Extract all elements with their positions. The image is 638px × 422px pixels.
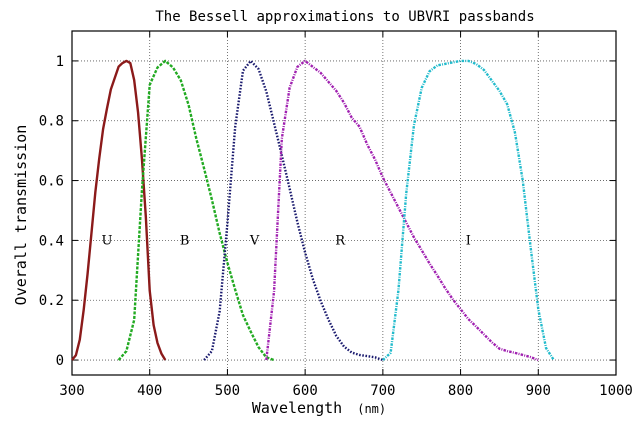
band-label-r: R (335, 233, 346, 248)
x-axis-unit: (nm) (357, 402, 386, 416)
series-line-i (382, 59, 555, 361)
x-axis-label-text: Wavelength (252, 399, 342, 417)
x-tick-label: 400 (137, 383, 162, 399)
series-line-b (117, 59, 275, 362)
band-label-u: U (101, 233, 112, 248)
series-line-u (71, 59, 167, 361)
x-tick-label: 700 (370, 383, 395, 399)
y-tick-label: 1 (56, 54, 64, 70)
y-axis-ticks: 0 0.2 0.4 0.6 0.8 1 (39, 54, 616, 369)
x-axis-label: Wavelength (nm) (252, 399, 386, 417)
x-tick-label: 500 (215, 383, 240, 399)
y-tick-label: 0 (56, 353, 64, 369)
x-tick-label: 300 (59, 383, 84, 399)
y-tick-label: 0.2 (39, 293, 64, 309)
y-axis-label: Overall transmission (12, 125, 30, 306)
series-lines (71, 59, 555, 362)
plot-frame (71, 30, 617, 376)
x-tick-label: 600 (292, 383, 317, 399)
series-line-r (265, 59, 539, 362)
y-tick-label: 0.4 (39, 233, 64, 249)
x-tick-label: 800 (448, 383, 473, 399)
grid-lines (72, 31, 616, 375)
x-axis-ticks: 300 400 500 600 700 800 900 1000 (59, 31, 633, 399)
band-label-i: I (466, 233, 471, 248)
x-tick-label: 1000 (599, 383, 633, 399)
x-tick-label: 900 (526, 383, 551, 399)
y-tick-label: 0.6 (39, 174, 64, 190)
band-label-b: B (180, 233, 190, 248)
y-tick-label: 0.8 (39, 114, 64, 130)
series-line-v (203, 59, 384, 362)
band-label-v: V (249, 233, 260, 248)
chart-title: The Bessell approximations to UBVRI pass… (155, 9, 534, 25)
